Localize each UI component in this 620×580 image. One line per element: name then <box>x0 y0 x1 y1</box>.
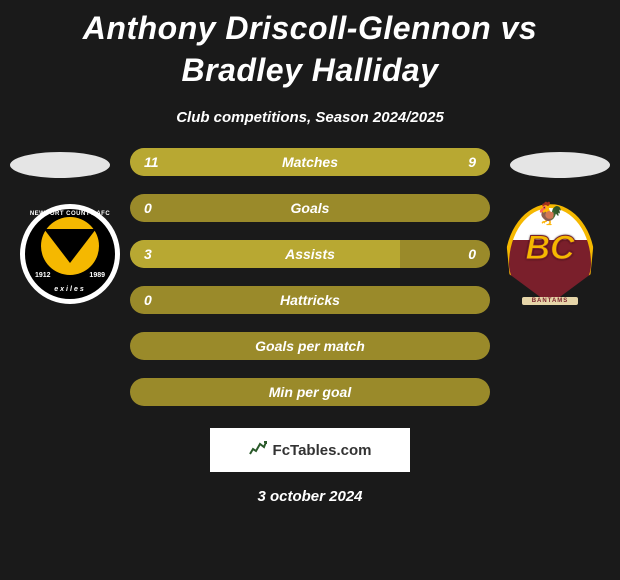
main-area: NEWPORT COUNTY AFC 1912 1989 exiles 🐓 BC… <box>0 148 620 505</box>
stat-row: 0 Goals <box>130 194 490 222</box>
stat-label: Goals per match <box>255 338 365 354</box>
bradford-rooster-icon: 🐓 <box>536 201 563 227</box>
bradford-badge-icon: 🐓 BC BANTAMS <box>500 199 600 309</box>
newport-year-left: 1912 <box>35 272 51 279</box>
bradford-banner-text: BANTAMS <box>522 297 579 305</box>
stats-list: 11 Matches 9 0 Goals 3 Assists 0 0 Hattricks Goals… <box>130 148 490 406</box>
stat-fill-right <box>328 148 490 176</box>
player-indicator-right <box>510 152 610 178</box>
fctables-label: FcTables.com <box>273 442 372 459</box>
page-title: Anthony Driscoll-Glennon vs Bradley Hall… <box>0 8 620 91</box>
comparison-card: Anthony Driscoll-Glennon vs Bradley Hall… <box>0 0 620 580</box>
fctables-logo-icon <box>249 439 267 462</box>
stat-fill-left <box>130 240 400 268</box>
stat-value-left: 0 <box>144 200 152 216</box>
date-footer: 3 october 2024 <box>257 488 362 505</box>
stat-label: Min per goal <box>269 384 351 400</box>
newport-badge-top-text: NEWPORT COUNTY AFC <box>25 211 115 217</box>
stat-value-right: 0 <box>468 246 476 262</box>
stat-row: 11 Matches 9 <box>130 148 490 176</box>
fctables-attribution[interactable]: FcTables.com <box>210 428 410 472</box>
stat-value-left: 3 <box>144 246 152 262</box>
stat-label: Goals <box>291 200 330 216</box>
newport-year-right: 1989 <box>89 272 105 279</box>
stat-value-left: 0 <box>144 292 152 308</box>
club-badge-right: 🐓 BC BANTAMS <box>500 204 600 304</box>
page-subtitle: Club competitions, Season 2024/2025 <box>176 109 444 126</box>
player-indicator-left <box>10 152 110 178</box>
stat-row: Min per goal <box>130 378 490 406</box>
stat-label: Hattricks <box>280 292 340 308</box>
newport-badge-years: 1912 1989 <box>25 272 115 279</box>
bradford-letters: BC <box>525 229 574 268</box>
club-badge-left: NEWPORT COUNTY AFC 1912 1989 exiles <box>20 204 120 304</box>
newport-badge-icon: NEWPORT COUNTY AFC 1912 1989 exiles <box>20 204 120 304</box>
stat-label: Matches <box>282 154 338 170</box>
stat-label: Assists <box>285 246 335 262</box>
stat-row: 0 Hattricks <box>130 286 490 314</box>
stat-value-right: 9 <box>468 154 476 170</box>
stat-value-left: 11 <box>144 154 159 170</box>
stat-row: 3 Assists 0 <box>130 240 490 268</box>
stat-row: Goals per match <box>130 332 490 360</box>
newport-badge-bottom-text: exiles <box>25 286 115 293</box>
